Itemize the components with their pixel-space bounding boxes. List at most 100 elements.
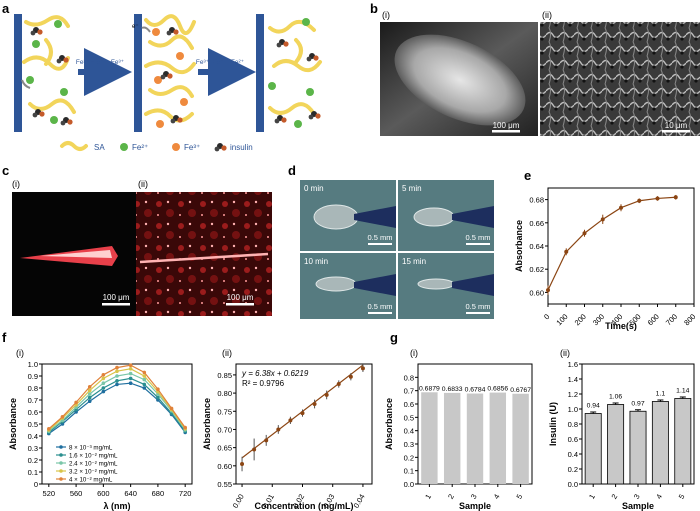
e-x-axis-label: Time(s) [605, 321, 637, 331]
g1-data-label: 0.6856 [487, 386, 508, 393]
g2-y-axis-label: Insulin (U) [548, 402, 558, 446]
needle-holder [452, 274, 494, 296]
g1-data-label: 0.6879 [419, 385, 440, 392]
time-label-10min: 10 min [304, 257, 328, 266]
scale-bar-c1 [102, 303, 130, 306]
electrode-right [256, 14, 264, 132]
sa-strand [22, 55, 70, 71]
panel-label-g: g [390, 330, 398, 345]
panel-c: c (i) (ii) 100 μm 100 μm [2, 163, 272, 316]
f1-y-tick-label: 0.5 [28, 420, 38, 429]
fe3-ion [154, 76, 162, 84]
f1-x-tick-label: 560 [70, 489, 83, 498]
f2-plot-frame [235, 363, 373, 485]
sem-needle-body [394, 34, 526, 126]
f1-data-point [156, 387, 160, 392]
g2-data-label: 1.06 [609, 394, 622, 401]
g2-y-tick-label: 0.2 [568, 465, 578, 474]
scale-label-c1: 100 μm [103, 293, 130, 302]
f1-x-tick-label: 600 [97, 489, 110, 498]
g2-data-label: 0.97 [631, 400, 644, 407]
f1-legend-label: 8 × 10⁻³ mg/mL [69, 445, 113, 452]
e-x-tick-label: 0 [542, 312, 551, 321]
f2-y-tick-label: 0.65 [217, 444, 232, 453]
sa-strand [144, 108, 194, 123]
g1-y-tick-label: 0.1 [404, 467, 414, 476]
g2-y-tick-label: 0.4 [568, 450, 578, 459]
g2-bar [607, 404, 625, 485]
f1-legend-marker [59, 445, 63, 449]
panel-a: a Fe²⁺ − e⁻ = Fe³⁺ e⁻ [2, 1, 322, 152]
f1-data-point [142, 382, 147, 387]
panel-b-sub-ii: (ii) [542, 10, 552, 20]
scale-bar-b2 [662, 130, 690, 133]
fluorescent-track [139, 252, 269, 264]
fluorescent-needle-core [40, 250, 112, 258]
g1-x-axis-label: Sample [459, 501, 491, 511]
g2-y-tick-label: 1.6 [568, 360, 578, 369]
f1-data-point [87, 392, 92, 396]
insulin-icon [274, 115, 287, 124]
time-label-15min: 15 min [402, 257, 426, 266]
sa-strand [148, 34, 194, 50]
f1-data-point [87, 385, 92, 389]
f2-y-tick-label: 0.55 [217, 480, 232, 489]
f2-data-point [336, 382, 341, 386]
panel-g-sub-ii: (ii) [560, 348, 570, 358]
needle-holder [354, 206, 396, 228]
g2-bar [674, 398, 692, 485]
f1-data-point [142, 374, 147, 378]
fe2-ion [32, 40, 40, 48]
panel-label-e: e [524, 168, 531, 183]
scale-bar-d1 [368, 243, 392, 245]
g2-bar [629, 410, 647, 485]
fe2-ion [50, 116, 58, 124]
g1-y-tick-label: 0.0 [404, 480, 414, 489]
reaction-2-label: Fe³⁺ + e⁻ = Fe²⁺ [196, 59, 245, 66]
insulin-icon [60, 117, 73, 126]
scale-bar-d4 [466, 312, 490, 314]
f2-data-point [264, 438, 269, 443]
f2-data-point [360, 366, 365, 371]
scale-bar-d2 [466, 243, 490, 245]
e-data-point [655, 196, 660, 201]
insulin-icon [56, 55, 69, 64]
electron-transfer-arrow [141, 26, 151, 33]
g2-y-tick-label: 1.4 [568, 375, 578, 384]
e-y-tick-label: 0.60 [529, 288, 544, 297]
f2-x-tick-label: 0.04 [352, 493, 367, 510]
f1-data-point [128, 381, 133, 386]
panel-c-sub-i: (i) [12, 179, 20, 189]
e-data-point [546, 288, 550, 293]
sa-strand [24, 15, 70, 28]
f2-data-point [288, 418, 293, 423]
f1-y-tick-label: 0.9 [28, 372, 38, 381]
electron-label: e⁻ [132, 24, 139, 30]
f1-legend-marker [59, 453, 63, 457]
f1-data-point [128, 371, 133, 376]
fe2-ion [26, 76, 34, 84]
time-label-0min: 0 min [304, 184, 324, 193]
scale-label-d4: 0.5 mm [465, 302, 490, 311]
e-data-point [619, 205, 623, 210]
f1-data-point [87, 388, 92, 393]
e-x-tick-label: 700 [664, 312, 679, 327]
f2-y-tick-label: 0.60 [217, 462, 232, 471]
g2-x-tick-label: 1 [587, 493, 597, 501]
f1-data-point [115, 379, 119, 383]
g1-bar [489, 392, 507, 484]
g1-x-tick-label: 1 [423, 493, 433, 501]
g1-data-label: 0.6833 [442, 386, 463, 393]
g1-y-tick-label: 0.7 [404, 387, 414, 396]
g2-y-tick-label: 0.0 [568, 480, 578, 489]
legend-insulin-label: insulin [230, 143, 253, 152]
f2-x-axis-label: Concentration (mg/mL) [255, 501, 354, 511]
fe2-ion [60, 88, 68, 96]
f1-x-tick-label: 520 [43, 489, 56, 498]
f1-data-point [101, 376, 106, 381]
fe2-ion [294, 120, 302, 128]
f1-data-point [101, 381, 106, 386]
f1-series-line [48, 377, 186, 433]
panel-f-sub-ii: (ii) [222, 348, 232, 358]
